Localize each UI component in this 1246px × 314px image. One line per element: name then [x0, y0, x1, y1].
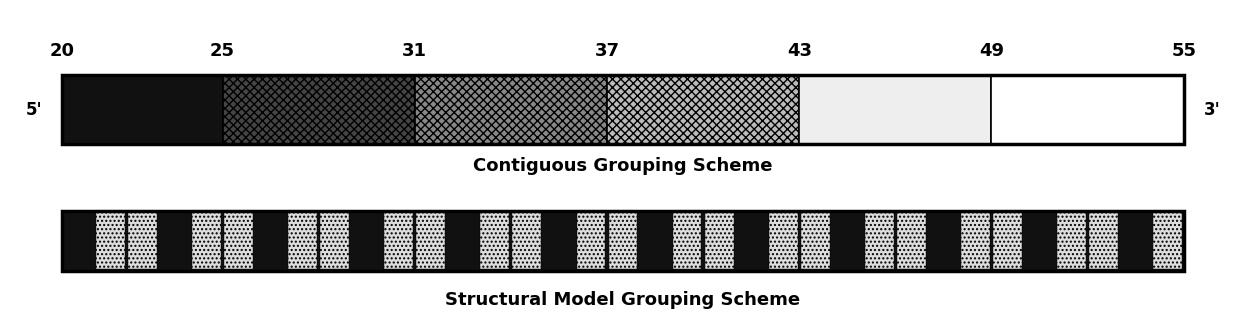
Text: 25: 25: [211, 42, 235, 60]
Bar: [320, 212, 349, 269]
Bar: [705, 212, 734, 269]
Bar: [481, 212, 510, 269]
Bar: [799, 75, 992, 144]
Text: 55: 55: [1171, 42, 1196, 60]
Text: 43: 43: [786, 42, 811, 60]
Bar: [512, 212, 541, 269]
Text: 37: 37: [594, 42, 619, 60]
Bar: [897, 212, 926, 269]
Bar: [1057, 212, 1087, 269]
Bar: [128, 212, 157, 269]
Bar: [96, 212, 125, 269]
Bar: [961, 212, 989, 269]
Bar: [416, 212, 445, 269]
Bar: [223, 75, 415, 144]
Bar: [384, 212, 414, 269]
Bar: [673, 212, 701, 269]
Text: 20: 20: [50, 42, 75, 60]
Bar: [577, 212, 606, 269]
Bar: [288, 212, 316, 269]
Bar: [62, 210, 1184, 271]
Bar: [62, 210, 1184, 271]
Text: 5': 5': [25, 101, 42, 119]
Bar: [224, 212, 253, 269]
Bar: [608, 212, 638, 269]
Bar: [801, 212, 830, 269]
Bar: [769, 212, 797, 269]
Bar: [992, 75, 1184, 144]
Bar: [1154, 212, 1182, 269]
Bar: [192, 212, 221, 269]
Bar: [993, 212, 1022, 269]
Bar: [607, 75, 799, 144]
Text: 49: 49: [979, 42, 1004, 60]
Text: Contiguous Grouping Scheme: Contiguous Grouping Scheme: [473, 157, 773, 175]
Bar: [62, 75, 1184, 144]
Bar: [62, 75, 223, 144]
Text: 3': 3': [1204, 101, 1221, 119]
Bar: [865, 212, 893, 269]
Bar: [1089, 212, 1118, 269]
Text: 31: 31: [402, 42, 427, 60]
Bar: [415, 75, 607, 144]
Text: Structural Model Grouping Scheme: Structural Model Grouping Scheme: [445, 291, 801, 309]
